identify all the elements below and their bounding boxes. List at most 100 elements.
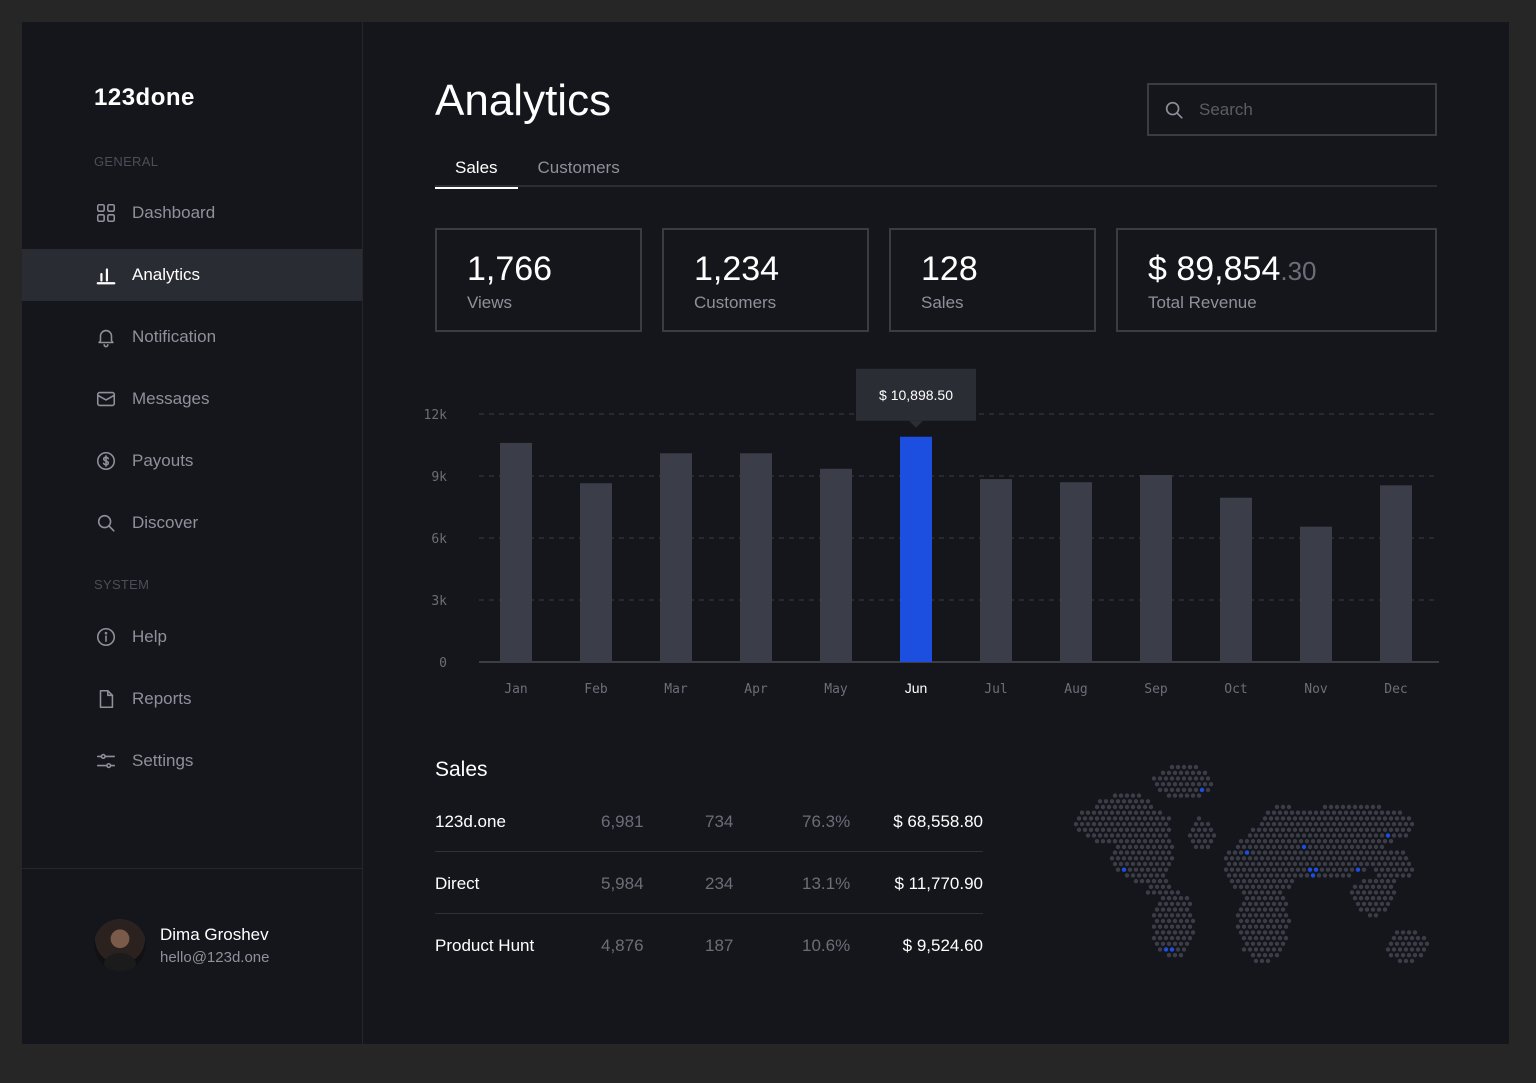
logo[interactable]: 123done [94,84,195,111]
map-dot [1238,873,1244,878]
map-dot [1274,827,1280,832]
map-dot [1124,804,1130,810]
map-dot [1124,861,1130,867]
map-dot [1136,873,1142,878]
map-dot [1115,867,1121,872]
map-dot [1337,810,1343,815]
map-dot [1349,821,1355,827]
map-dot [1304,816,1310,821]
bar-may [820,468,852,662]
map-dot [1313,856,1319,861]
map-dot [1259,924,1265,929]
map-dot [1412,930,1418,935]
map-dot [1310,839,1316,844]
sidebar-item-payouts[interactable]: Payouts [22,435,362,487]
map-dot [1238,839,1244,844]
sidebar-item-analytics[interactable]: Analytics [22,249,362,301]
map-dot [1211,833,1217,838]
cell-percent: 13.1% [802,874,851,893]
map-dot [1370,861,1376,867]
map-dot [1340,804,1346,810]
map-dot [1097,833,1103,838]
map-dot [1328,816,1334,821]
map-dot [1199,833,1205,838]
map-dot [1157,844,1163,850]
map-dot [1178,770,1184,775]
map-dot [1397,935,1403,941]
map-dot [1400,861,1406,867]
map-dot [1379,856,1385,861]
map-dot [1400,930,1406,935]
map-dot [1139,844,1145,850]
table-row[interactable]: Direct 5,984 234 13.1% $ 11,770.90 [435,852,983,914]
tab-customers[interactable]: Customers [537,158,620,177]
map-dot [1190,839,1196,844]
map-dot [1394,941,1400,946]
map-dot [1154,873,1160,878]
map-dot [1361,821,1367,827]
map-dot [1274,930,1280,935]
dollar-circle-icon [94,449,118,473]
map-dot [1268,930,1274,935]
map-dot [1316,861,1322,867]
map-dot [1193,776,1199,781]
search-box[interactable] [1147,83,1437,136]
map-dot [1328,850,1334,855]
map-dot [1109,799,1115,804]
map-dot [1145,844,1151,850]
map-dot [1238,850,1244,855]
map-dot [1187,901,1193,907]
cell-revenue: $ 9,524.60 [902,936,983,955]
search-input[interactable] [1199,99,1419,120]
map-dot [1076,827,1082,832]
sidebar-item-reports[interactable]: Reports [22,673,362,725]
cell-value: 734 [705,812,734,831]
map-dot [1397,958,1403,964]
map-dot [1268,827,1274,832]
map-dot [1370,804,1376,810]
map-dot [1391,947,1397,952]
map-dot [1160,873,1166,878]
map-dot [1262,907,1268,912]
map-dot [1079,810,1085,815]
map-dot [1235,856,1241,861]
map-dot [1328,804,1334,810]
sidebar-item-dashboard[interactable]: Dashboard [22,187,362,239]
table-row[interactable]: 123d.one 6,981 734 76.3% $ 68,558.80 [435,790,983,852]
map-dot [1400,816,1406,821]
sidebar-item-notification[interactable]: Notification [22,311,362,363]
map-dot [1358,804,1364,810]
sidebar-item-discover[interactable]: Discover [22,497,362,549]
map-dot [1385,810,1391,815]
y-tick-label: 3k [431,594,447,609]
tab-sales[interactable]: Sales [435,152,518,189]
map-dot [1172,918,1178,924]
sidebar-item-messages[interactable]: Messages [22,373,362,425]
map-dot [1139,799,1145,804]
map-dot [1124,850,1130,855]
map-dot [1274,884,1280,889]
map-dot [1178,907,1184,912]
map-dot [1253,844,1259,850]
map-dot [1127,833,1133,838]
sidebar: 123done GENERAL Dashboard Analytics Noti… [22,22,363,1044]
map-dot [1223,856,1229,861]
map-dot [1331,844,1337,850]
map-dot [1190,793,1196,798]
avatar[interactable] [94,919,146,971]
map-dot [1196,793,1202,798]
sidebar-item-label: Reports [132,689,192,708]
map-dot [1184,770,1190,775]
table-row[interactable]: Product Hunt 4,876 187 10.6% $ 9,524.60 [435,914,983,976]
map-dot [1142,873,1148,878]
map-dot [1235,878,1241,884]
map-dot [1250,839,1256,844]
map-dot [1121,821,1127,827]
map-dot [1121,810,1127,815]
map-dot [1361,867,1367,872]
user-profile[interactable]: Dima Groshev hello@123d.one [22,868,362,1044]
sidebar-item-settings[interactable]: Settings [22,735,362,787]
sidebar-item-help[interactable]: Help [22,611,362,663]
map-dot [1409,958,1415,964]
map-dot [1373,810,1379,815]
